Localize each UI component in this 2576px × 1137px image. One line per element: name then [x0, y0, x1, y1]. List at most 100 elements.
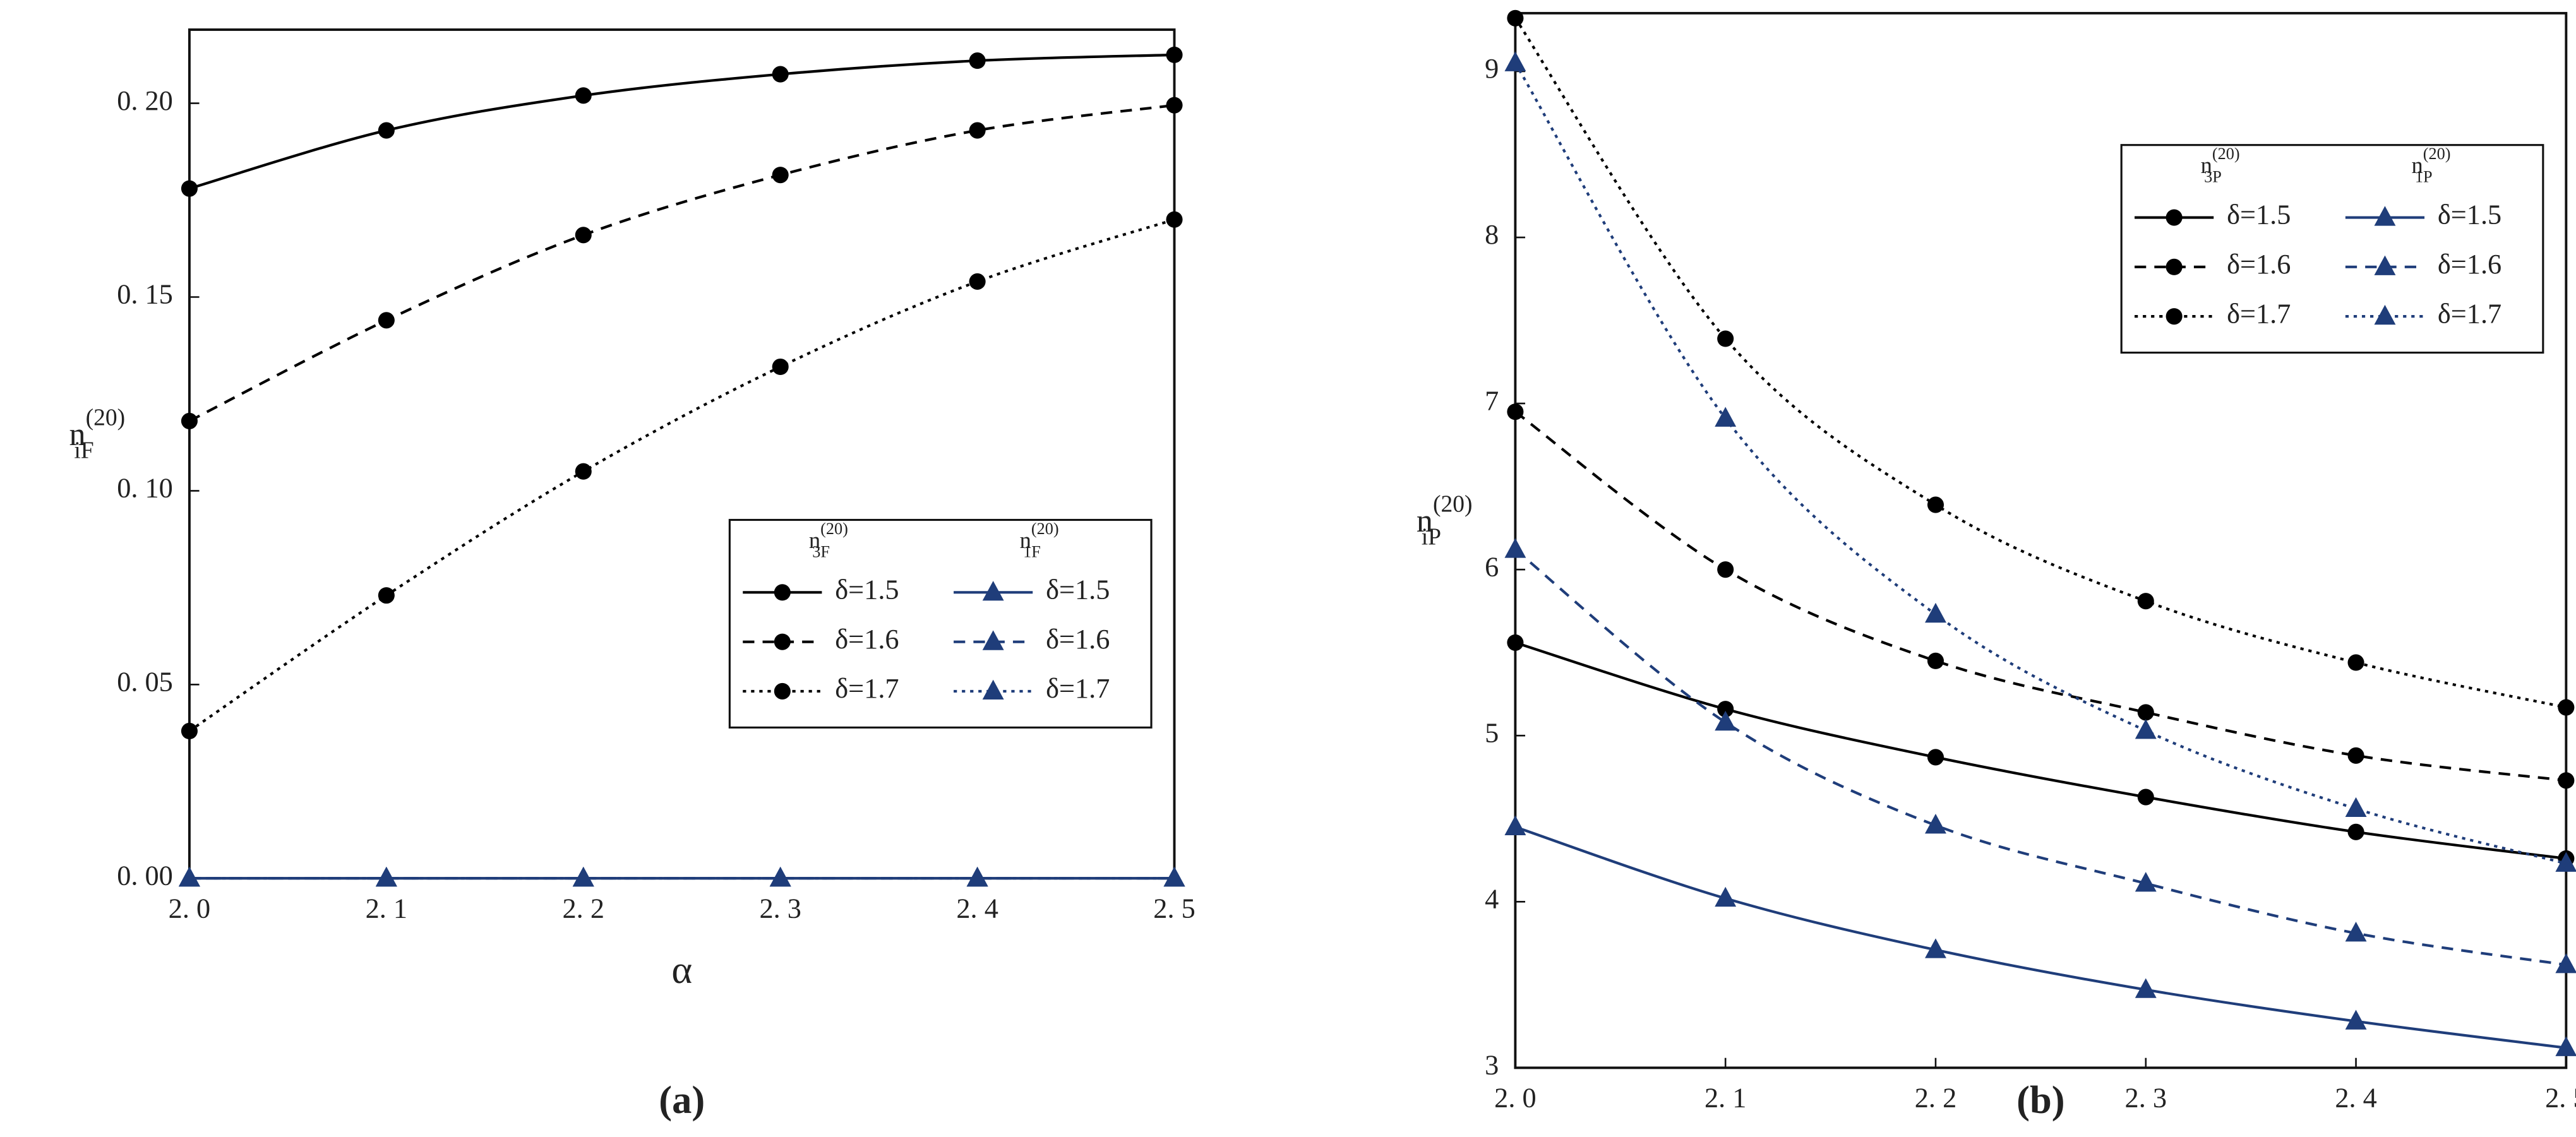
x-tick-label: 2. 3	[759, 893, 801, 924]
marker	[969, 52, 986, 69]
x-tick-label: 2. 0	[169, 893, 210, 924]
marker	[378, 122, 395, 139]
marker	[2345, 1009, 2367, 1030]
label-sub: 1P	[2415, 168, 2433, 186]
label-sup: (20)	[1031, 520, 1059, 538]
marker	[2137, 789, 2154, 806]
legend-box	[728, 518, 1153, 729]
x-tick-label: 2. 1	[366, 893, 407, 924]
y-tick-label: 0. 00	[117, 859, 173, 891]
y-tick-label: 9	[1485, 52, 1499, 84]
marker	[1715, 710, 1737, 731]
legend-label: δ=1.5	[2438, 199, 2501, 230]
series-line	[1514, 641, 2567, 860]
y-tick-label: 4	[1485, 883, 1499, 914]
marker	[2345, 922, 2367, 942]
label-sup: (20)	[2423, 145, 2451, 163]
marker	[375, 866, 397, 887]
marker	[2137, 704, 2154, 721]
label-base: n	[2411, 153, 2423, 179]
marker	[1507, 9, 1524, 27]
y-tick-label: 8	[1485, 218, 1499, 250]
marker	[2135, 719, 2157, 739]
label-base: n	[809, 527, 820, 553]
label-sub: iP	[1422, 524, 1441, 550]
label-base: n	[1417, 503, 1433, 539]
label-sup: (20)	[1433, 491, 1473, 517]
x-tick-label: 2. 0	[1494, 1082, 1536, 1114]
legend-marker	[2166, 308, 2183, 325]
x-tick-label: 2. 4	[2335, 1082, 2376, 1114]
legend-marker	[774, 584, 791, 601]
marker	[572, 866, 594, 887]
marker	[181, 180, 198, 197]
legend-marker	[774, 682, 791, 700]
series-line	[189, 53, 1175, 190]
y-tick-label: 7	[1485, 384, 1499, 416]
marker	[1166, 46, 1183, 63]
math-label: n(20) iP	[1417, 491, 1473, 550]
marker	[1504, 538, 1526, 558]
legend-label: δ=1.6	[835, 623, 899, 655]
marker	[772, 66, 789, 83]
marker	[575, 227, 592, 244]
marker	[2345, 797, 2367, 818]
marker	[772, 167, 789, 184]
x-tick-label: 2. 5	[2545, 1082, 2576, 1114]
y-tick-label: 5	[1485, 717, 1499, 748]
x-tick-label: 2. 3	[2125, 1082, 2167, 1114]
legend-marker	[2166, 209, 2183, 226]
x-tick-label: 2. 4	[956, 893, 998, 924]
marker	[1925, 602, 1946, 623]
legend-label: δ=1.7	[1046, 672, 1110, 704]
marker	[1927, 496, 1944, 513]
legend-box	[2120, 144, 2544, 354]
marker	[2555, 1036, 2576, 1056]
label-sub: 3P	[2204, 168, 2222, 186]
x-tick-label: 2. 5	[1153, 893, 1195, 924]
series-line	[1514, 548, 2567, 967]
legend-label: δ=1.6	[2438, 248, 2501, 280]
legend-marker	[982, 630, 1004, 650]
marker	[1163, 866, 1185, 887]
y-tick-label: 6	[1485, 551, 1499, 582]
legend-label: δ=1.6	[2227, 248, 2291, 280]
marker	[1166, 211, 1183, 228]
x-tick-label: 2. 2	[563, 893, 604, 924]
marker	[1925, 814, 1946, 834]
marker	[1925, 938, 1946, 958]
marker	[769, 866, 791, 887]
label-sup: (20)	[820, 520, 848, 538]
label-sub: 1F	[1023, 543, 1041, 561]
plot-frame	[188, 28, 1176, 880]
label-base: n	[1020, 527, 1031, 553]
marker	[178, 866, 200, 887]
y-tick-label: 0. 15	[117, 278, 173, 310]
legend-label: δ=1.7	[2227, 297, 2291, 329]
marker	[378, 312, 395, 329]
caption: (b)	[2016, 1078, 2065, 1122]
marker	[378, 587, 395, 604]
y-tick-label: 0. 10	[117, 472, 173, 504]
marker	[966, 866, 988, 887]
marker	[772, 358, 789, 376]
math-label: n(20) 3P	[2201, 145, 2240, 186]
marker	[1715, 407, 1737, 427]
legend-marker	[982, 679, 1004, 700]
legend-label: δ=1.5	[1046, 574, 1110, 605]
marker	[1504, 51, 1526, 71]
marker	[1166, 97, 1183, 114]
x-tick-label: 2. 1	[1704, 1082, 1746, 1114]
marker	[2135, 978, 2157, 998]
series-line	[188, 104, 1175, 422]
math-label: n(20) 3F	[809, 520, 848, 561]
series-line	[1514, 410, 2567, 782]
marker	[2558, 699, 2575, 716]
label-sup: (20)	[86, 405, 126, 431]
marker	[969, 122, 986, 139]
marker	[575, 463, 592, 480]
marker	[2558, 772, 2575, 789]
legend-label: δ=1.5	[2227, 199, 2291, 230]
